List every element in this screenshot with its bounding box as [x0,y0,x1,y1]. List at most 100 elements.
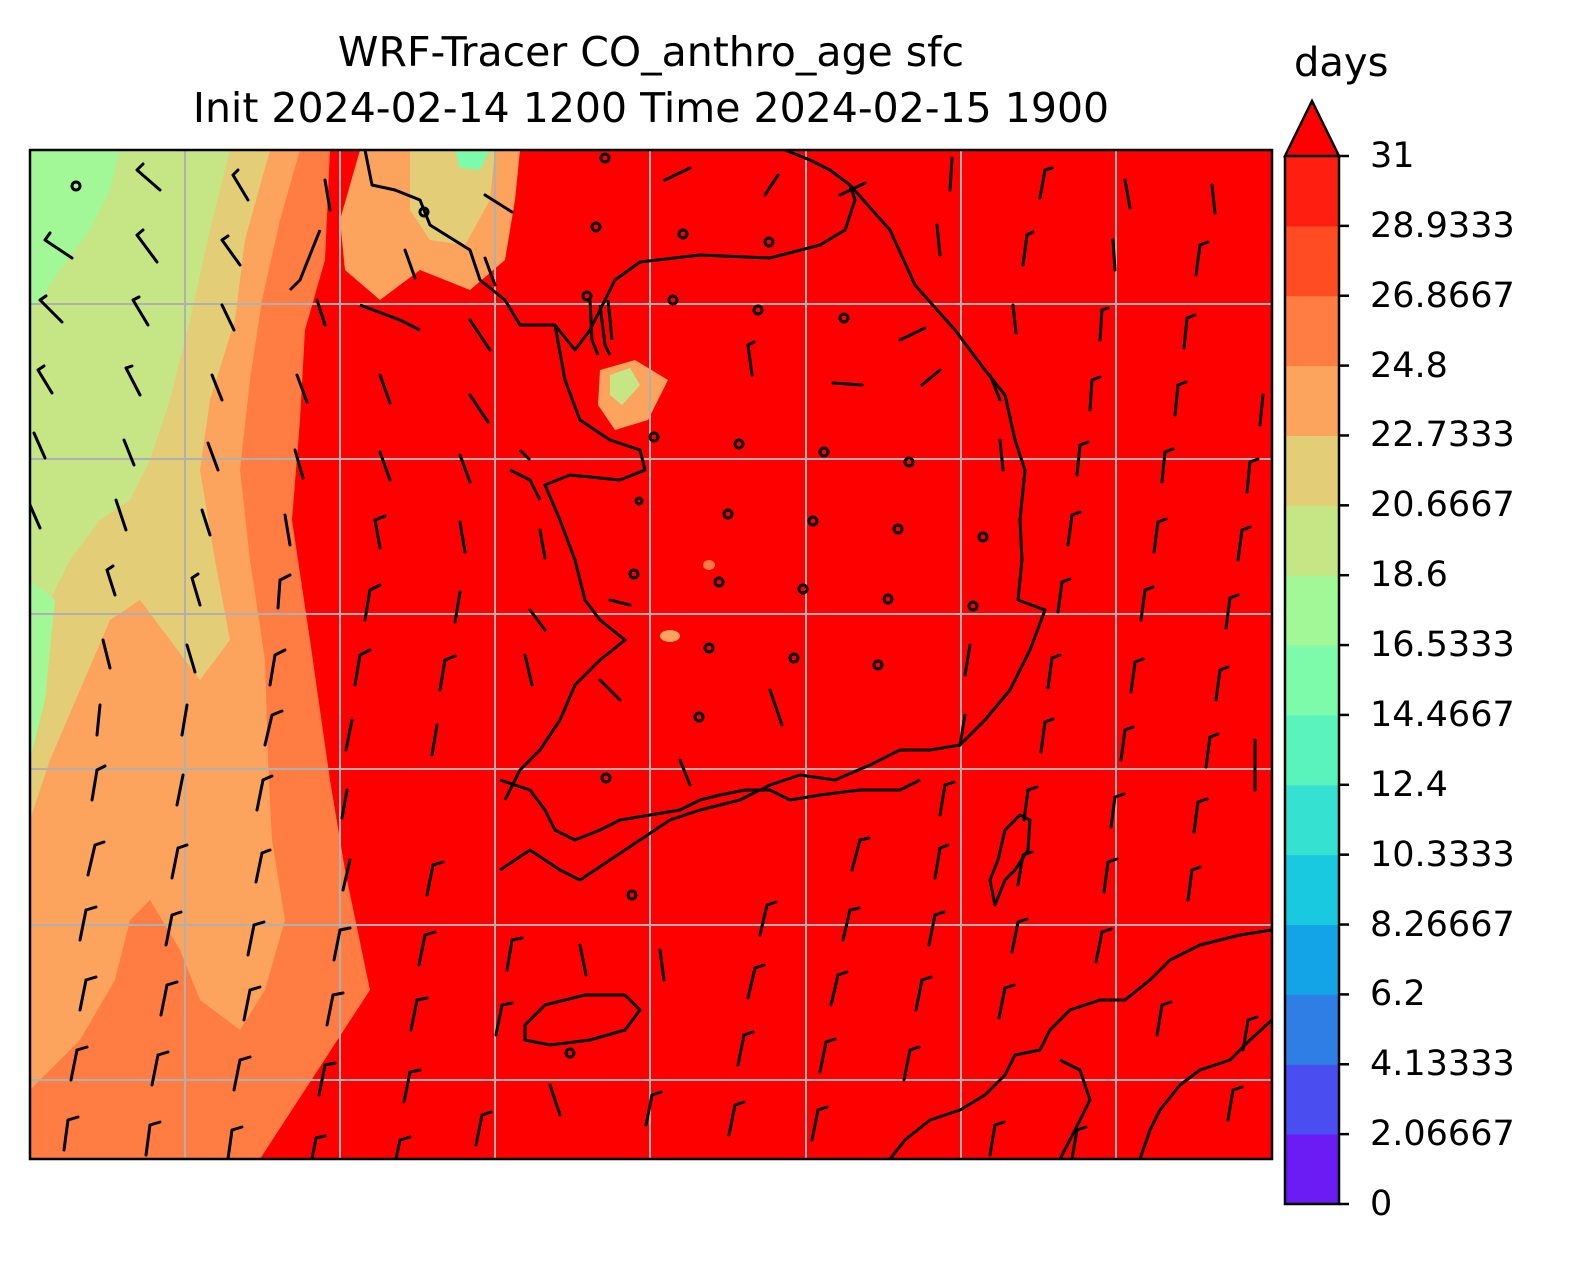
wind-barb [1192,797,1209,834]
calm-marker [838,312,850,324]
wind-barb [263,709,284,747]
wind-barb [62,1115,80,1152]
field-blob-north-inner [410,150,495,245]
wind-barb [150,1050,170,1087]
wind-barb [963,643,972,677]
wind-barb [1021,230,1035,267]
colorbar-frame [1283,156,1341,1206]
calm-marker [600,772,612,784]
wind-barb [332,926,352,962]
wind-barb [185,643,197,674]
wind-barb [1236,525,1252,562]
wind-barb [293,448,305,480]
colorbar-segment [1285,714,1339,786]
wind-barb [988,1120,1006,1157]
map-panel [30,150,1272,1159]
field-band-18 [30,150,120,310]
calm-marker [788,652,800,664]
wind-barb [658,948,666,982]
wind-barb [144,1120,162,1157]
wind-barb [736,1030,755,1067]
wind-barb [105,564,117,597]
wind-barb [663,166,692,182]
wind-barb [1109,792,1126,829]
colorbar-tick-label: 0 [1370,1184,1393,1224]
wind-barb [283,513,292,547]
wind-barb [101,638,112,670]
wind-barb [1070,1125,1088,1159]
wind-barb [175,773,185,807]
colorbar-tick-label: 18.6 [1370,555,1448,596]
colorbar-segment [1285,924,1339,995]
wind-barb [317,1061,337,1097]
wind-barb [1129,657,1145,694]
wind-barb [458,520,467,554]
wind-barb [468,318,492,352]
field-blob-bay-inner [610,368,640,405]
wind-barb [36,364,54,395]
wind-barb [164,910,183,947]
colorbar-unit-label: days [1294,40,1389,86]
wind-barb [232,1055,252,1092]
colorbar-tick-label: 14.4667 [1370,694,1515,735]
calm-marker [733,438,745,450]
wind-barb [1094,927,1113,964]
calm-marker [628,568,640,580]
calm-marker [667,294,679,306]
wind-barb [124,364,142,397]
colorbar-tick-label: 22.7333 [1370,415,1515,456]
wind-barb [483,256,497,287]
wind-barb [453,590,462,624]
colorbar-tick-label: 28.9333 [1370,205,1515,246]
colorbar-tick-label: 12.4 [1370,764,1448,805]
wind-barb [1098,306,1110,342]
wind-barb [86,840,106,877]
wind-barb [95,703,102,737]
wind-barb [1010,917,1029,954]
wind-barb [200,508,212,537]
wind-barb [746,340,756,377]
wind-barb [831,381,864,387]
calm-marker [648,431,660,443]
calm-marker [882,593,894,605]
wind-barb [935,223,942,257]
wind-barb [220,303,236,332]
wind-barb [768,688,784,727]
wind-barb [927,910,946,947]
wind-barb [1182,313,1197,350]
calm-marker [418,206,430,218]
wind-barb [998,438,1005,472]
calm-marker [872,659,884,671]
wind-barb [1038,166,1054,200]
wind-barb [353,648,372,687]
colorbar-segment [1285,575,1339,646]
wind-barb [1258,393,1265,427]
gridlines [30,150,1272,1159]
west-islands [288,229,542,501]
calm-marker [713,576,725,588]
wind-barb [180,703,189,737]
wind-barb [818,1037,837,1074]
colorbar [1282,98,1349,1206]
south-coast-detail [499,778,921,842]
wind-barb [1152,517,1168,554]
wind-barb [902,1045,921,1082]
wind-barb [78,975,98,1012]
wind-barb [528,608,547,632]
wind-barb [1022,785,1039,822]
colorbar-segment [1285,854,1339,926]
wind-barb [746,963,766,1000]
wind-barb [394,1135,412,1159]
wind-barb [1119,725,1135,762]
calm-marker [763,236,775,248]
coastlines [288,150,1272,1159]
wind-barb [958,713,967,747]
japan-coast [888,928,1272,1159]
colorbar-tick-label: 4.13333 [1370,1044,1515,1085]
colorbar-tick-label: 6.2 [1370,974,1426,1015]
wind-barb [1194,240,1210,277]
wind-barb [254,848,272,884]
wind-barb [988,373,1002,402]
wind-barb [1039,717,1055,754]
field-band-18b [30,580,55,760]
